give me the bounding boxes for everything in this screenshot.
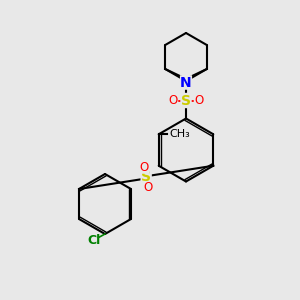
Text: O: O [169,94,178,107]
Text: O: O [140,160,149,173]
Text: Cl: Cl [88,233,101,247]
Text: S: S [181,94,191,107]
Text: O: O [194,94,203,107]
Text: O: O [143,181,153,194]
Text: N: N [180,76,192,89]
Text: CH₃: CH₃ [169,129,190,139]
Text: S: S [141,170,151,184]
